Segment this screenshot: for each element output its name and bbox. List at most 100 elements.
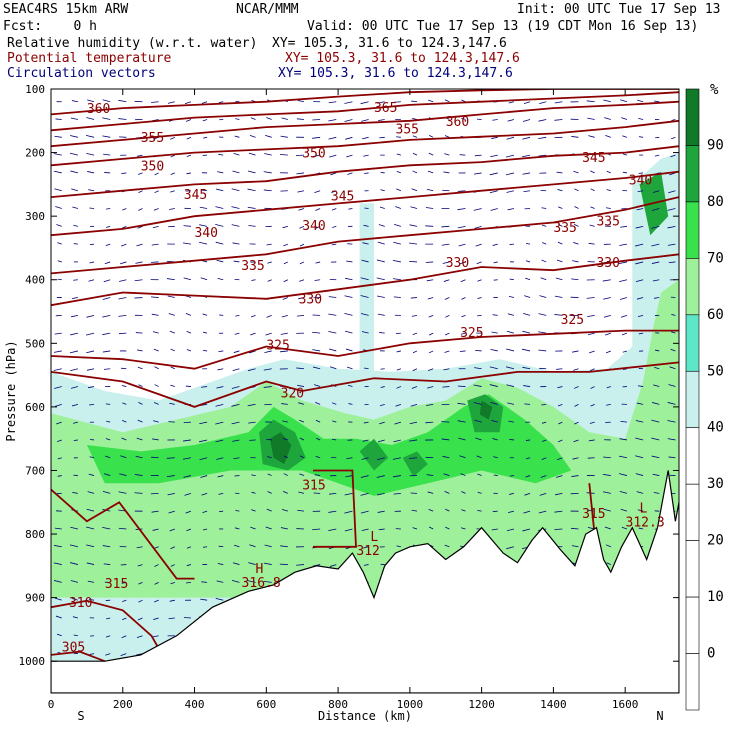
vector xyxy=(620,508,628,512)
contour-label: 325 xyxy=(561,313,584,328)
vector xyxy=(122,599,127,602)
vector xyxy=(542,439,547,442)
vector xyxy=(426,188,434,192)
vector xyxy=(541,207,547,209)
vector xyxy=(588,242,595,245)
vector xyxy=(329,564,337,567)
vector xyxy=(492,243,498,246)
vector xyxy=(411,188,418,192)
vector xyxy=(103,368,111,370)
vector xyxy=(215,421,224,425)
vector xyxy=(105,243,111,247)
vector xyxy=(328,331,337,334)
vector xyxy=(492,314,498,316)
vector xyxy=(412,135,418,138)
vector xyxy=(652,473,660,476)
vector xyxy=(122,208,127,211)
vector xyxy=(572,260,579,263)
vector xyxy=(263,171,272,174)
vector xyxy=(619,490,628,494)
vector xyxy=(538,313,547,316)
vector xyxy=(360,277,369,281)
vector xyxy=(200,475,208,478)
vector xyxy=(509,475,514,477)
vector xyxy=(393,492,401,495)
vector xyxy=(620,420,628,423)
vector xyxy=(201,386,208,388)
vector xyxy=(314,474,321,476)
vector xyxy=(344,510,353,514)
north-label: N xyxy=(656,709,663,723)
vector xyxy=(54,597,62,601)
vector xyxy=(667,402,676,405)
vector xyxy=(348,208,353,210)
vector xyxy=(314,279,321,281)
vector xyxy=(444,135,450,138)
vector xyxy=(441,225,450,228)
vector xyxy=(574,188,579,192)
vector xyxy=(231,188,240,192)
vector xyxy=(457,402,466,405)
vector xyxy=(344,492,353,496)
vector xyxy=(606,170,611,174)
vector xyxy=(638,136,644,138)
vector xyxy=(89,456,95,459)
vector xyxy=(364,172,369,174)
vector xyxy=(331,190,337,193)
colorbar-band xyxy=(685,483,700,541)
vector xyxy=(555,492,563,496)
vector xyxy=(233,350,240,353)
vector xyxy=(73,224,79,227)
rh-region-40 xyxy=(359,203,374,382)
vector xyxy=(396,171,402,174)
vector xyxy=(587,117,595,120)
x-axis-label: Distance (km) xyxy=(318,709,412,723)
extremum-value: 312 xyxy=(356,544,379,559)
y-tick-label: 500 xyxy=(25,337,45,350)
vector xyxy=(248,152,256,156)
vector xyxy=(297,100,305,103)
contour-label: 340 xyxy=(629,173,652,188)
vector xyxy=(347,384,353,387)
vector xyxy=(296,172,305,175)
vector xyxy=(473,384,482,387)
vector xyxy=(523,510,531,514)
contour-label: 335 xyxy=(553,221,576,236)
vector xyxy=(122,617,127,621)
vector xyxy=(509,278,514,281)
y-tick-label: 300 xyxy=(25,210,45,223)
vector xyxy=(491,419,498,423)
vector xyxy=(247,403,256,407)
vector xyxy=(347,172,353,175)
vector xyxy=(507,208,515,211)
vector xyxy=(328,101,337,104)
vector xyxy=(667,438,676,441)
vector xyxy=(554,314,563,316)
vector xyxy=(670,154,676,158)
vector xyxy=(234,527,240,530)
vector xyxy=(376,492,385,496)
rh-region-90 xyxy=(269,432,292,465)
vector xyxy=(491,331,498,334)
vector xyxy=(348,403,353,405)
vector xyxy=(477,473,482,476)
contour-label: 305 xyxy=(62,641,85,656)
vector xyxy=(395,403,402,407)
vector xyxy=(506,528,515,532)
vector xyxy=(296,118,305,120)
vector xyxy=(651,225,660,229)
vector xyxy=(653,384,660,387)
vector xyxy=(396,350,401,353)
vector xyxy=(412,170,418,174)
vector xyxy=(493,474,498,476)
vector xyxy=(477,279,482,282)
vector xyxy=(588,439,595,442)
vector xyxy=(507,313,515,316)
vector xyxy=(604,526,611,530)
vector xyxy=(590,206,595,209)
vector xyxy=(459,455,466,459)
vector xyxy=(183,617,191,619)
vector xyxy=(265,526,272,530)
vector xyxy=(477,510,482,512)
vector xyxy=(248,368,256,372)
